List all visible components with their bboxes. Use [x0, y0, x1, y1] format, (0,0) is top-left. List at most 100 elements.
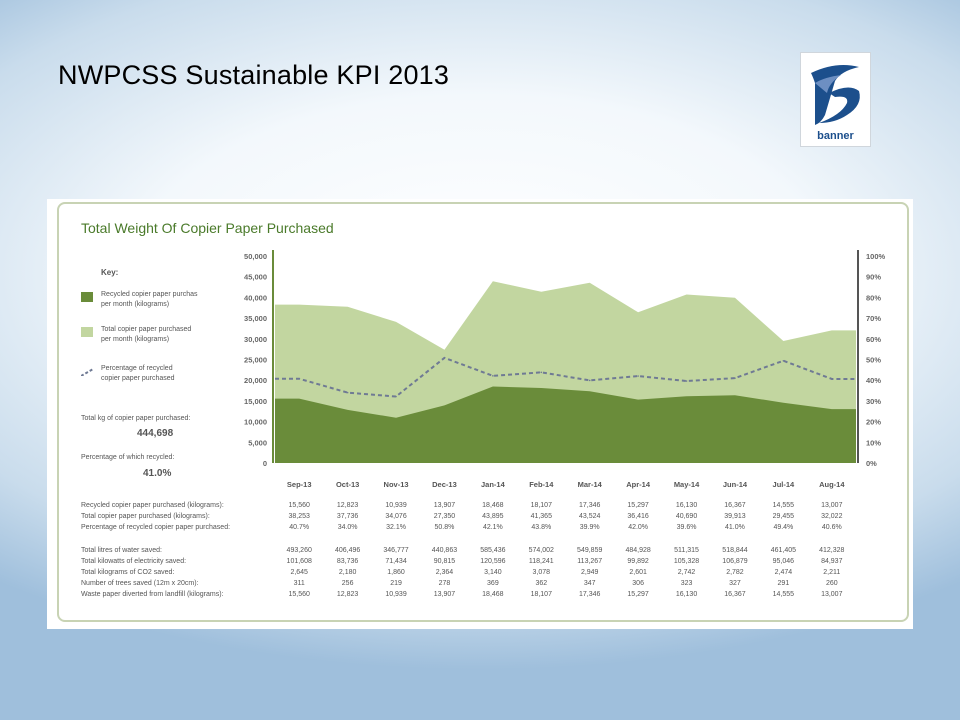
table-cell: 549,859	[577, 547, 603, 554]
table-cell: 120,596	[480, 558, 506, 565]
key-swatch-recycled	[81, 292, 93, 302]
table-cell: 12,823	[336, 502, 359, 509]
percentage-point	[830, 378, 833, 380]
table-cell: 37,736	[336, 513, 359, 520]
table-cell: 39,913	[724, 513, 746, 520]
y-tick-right: 10%	[866, 438, 881, 447]
table-cell: 34.0%	[337, 524, 358, 531]
table-cell: 32.1%	[386, 524, 406, 531]
y-tick-left: 45,000	[244, 273, 267, 282]
table-cell: 412,328	[819, 547, 845, 554]
table-cell: 346,777	[383, 547, 409, 554]
table-cell: 113,267	[577, 558, 603, 565]
table-cell: 14,555	[772, 591, 795, 598]
table-cell: 15,297	[627, 591, 649, 598]
table-cell: 36,416	[627, 513, 649, 520]
series-area-recycled	[275, 386, 856, 463]
table-cell: 14,555	[772, 502, 795, 509]
table-cell: 2,601	[629, 569, 647, 576]
table-cell: 13,907	[433, 502, 456, 509]
table-cell: 2,364	[435, 569, 454, 576]
x-tick-label: Apr-14	[626, 480, 651, 489]
table-cell: 50.8%	[434, 524, 455, 531]
y-tick-left: 0	[263, 459, 267, 468]
table-cell: 347	[583, 580, 596, 587]
table-cell: 16,367	[724, 591, 746, 598]
table-cell: 38,253	[288, 513, 310, 520]
table-cell: 260	[825, 580, 838, 587]
x-tick-label: Sep-13	[287, 480, 312, 489]
table-cell: 2,211	[823, 569, 841, 576]
table-cell: 17,346	[578, 502, 601, 509]
chart-title: Total Weight Of Copier Paper Purchased	[81, 220, 334, 236]
table-cell: 84,937	[821, 558, 843, 565]
percentage-point	[637, 375, 639, 377]
table-row-label: Recycled copier paper purchased (kilogra…	[81, 502, 224, 509]
table-cell: 13,907	[433, 591, 456, 598]
key-label-total: Total copier paper purchased per month (…	[101, 326, 192, 343]
table-cell: 43,895	[482, 513, 504, 520]
table-cell: 16,367	[724, 502, 746, 509]
table-cell: 2,645	[290, 569, 308, 576]
table-row-label: Total copier paper purchased (kilograms)…	[81, 513, 210, 520]
table-cell: 39.9%	[579, 524, 600, 531]
key-title: Key:	[101, 268, 119, 277]
table-cell: 42.1%	[482, 524, 503, 531]
series-line-percentage	[275, 356, 856, 398]
table-cell: 42.0%	[628, 524, 649, 531]
table-cell: 406,496	[334, 547, 361, 554]
table-cell: 13,007	[821, 591, 843, 598]
table-cell: 32,022	[821, 513, 843, 520]
table-cell: 106,879	[722, 558, 748, 565]
table-cell: 15,297	[627, 502, 649, 509]
table-cell: 40.6%	[821, 524, 842, 531]
y-tick-right: 100%	[866, 252, 886, 261]
x-tick-label: Feb-14	[529, 480, 554, 489]
y-tick-right: 80%	[866, 293, 881, 302]
table-cell: 306	[632, 580, 644, 587]
table-cell: 362	[535, 580, 548, 587]
chart-frame: Total Weight Of Copier Paper Purchased K…	[57, 202, 909, 622]
table-cell: 16,130	[675, 502, 698, 509]
table-cell: 18,468	[482, 591, 504, 598]
x-tick-label: Jul-14	[773, 480, 796, 489]
table-cell: 291	[777, 580, 790, 587]
summary-pct-value: 41.0%	[143, 468, 172, 479]
x-tick-label: Jun-14	[723, 480, 748, 489]
y-tick-right: 0%	[866, 459, 877, 468]
table-cell: 2,180	[338, 569, 357, 576]
percentage-point	[492, 375, 494, 377]
table-cell: 43,524	[578, 513, 601, 520]
table-cell: 219	[390, 580, 402, 587]
y-tick-left: 40,000	[244, 293, 267, 302]
table-cell: 118,241	[528, 558, 554, 565]
table-row-label: Total litres of water saved:	[81, 547, 162, 554]
table-cell: 440,863	[431, 547, 458, 554]
y-tick-right: 40%	[866, 376, 881, 385]
table-cell: 2,742	[677, 569, 696, 576]
percentage-point	[395, 395, 397, 398]
area-chart: 50,000 45,000 40,000 35,000 30,000 25,000 20,0…	[244, 250, 886, 489]
y-tick-left: 50,000	[244, 252, 267, 261]
table-cell: 574,002	[528, 547, 554, 554]
table-cell: 95,046	[772, 558, 795, 565]
table-cell: 15,560	[288, 502, 310, 509]
table-cell: 585,436	[480, 547, 506, 554]
table-cell: 311	[293, 580, 305, 587]
table-cell: 101,608	[286, 558, 312, 565]
table-cell: 2,949	[580, 569, 599, 576]
table-cell: 511,315	[674, 547, 699, 554]
table-cell: 71,434	[385, 558, 407, 565]
y-tick-right: 60%	[866, 335, 881, 344]
table-cell: 39.6%	[676, 524, 697, 531]
table-cell: 369	[487, 580, 499, 587]
y-tick-right: 70%	[866, 314, 881, 323]
percentage-point	[734, 377, 736, 379]
table-cell: 17,346	[578, 591, 601, 598]
table-cell: 34,076	[385, 513, 407, 520]
y-tick-left: 10,000	[244, 418, 267, 427]
table-row-label: Percentage of recycled copier paper purc…	[81, 524, 231, 531]
table-cell: 1,860	[387, 569, 405, 576]
table-row-label: Waste paper diverted from landfill (kilo…	[81, 591, 224, 598]
x-tick-label: Mar-14	[578, 480, 603, 489]
